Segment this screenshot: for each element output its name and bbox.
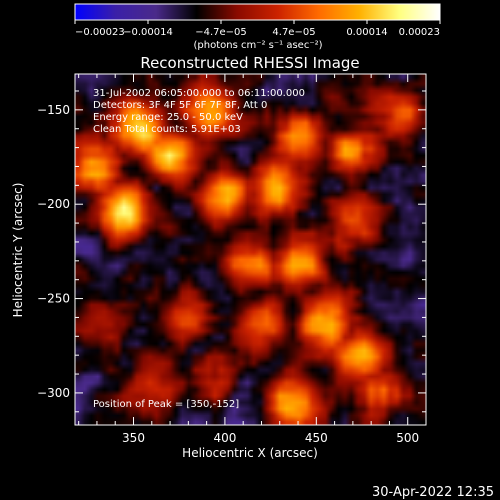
- y-tick-label: −250: [37, 292, 70, 306]
- chart-title: Reconstructed RHESSI Image: [140, 54, 359, 72]
- annotation-time-range: 31-Jul-2002 06:05:00.000 to 06:11:00.000: [93, 88, 305, 99]
- y-tick-label: −150: [37, 103, 70, 117]
- colorbar-tick-label: −0.00023: [75, 27, 125, 38]
- colorbar-tick-label: −4.7e−05: [195, 27, 247, 38]
- image-plot: 350 400 450 500 −150 −200 −250 −300: [37, 73, 427, 445]
- x-axis-label: Heliocentric X (arcsec): [182, 446, 318, 460]
- annotation-detectors: Detectors: 3F 4F 5F 6F 7F 8F, Att 0: [93, 100, 267, 111]
- colorbar-unit-label: (photons cm⁻² s⁻¹ asec⁻²): [193, 40, 322, 51]
- colorbar-tick-label: 0.00014: [346, 27, 387, 38]
- heatmap-image: [75, 74, 426, 425]
- plot-frame: [74, 73, 427, 426]
- timestamp: 30-Apr-2022 12:35: [372, 485, 494, 500]
- annotation-energy-range: Energy range: 25.0 - 50.0 keV: [93, 112, 243, 123]
- annotation-total-counts: Clean Total counts: 5.91E+03: [93, 124, 241, 135]
- colorbar-gradient: [74, 3, 441, 21]
- x-tick-label: 500: [396, 431, 419, 445]
- observation-annotations: 31-Jul-2002 06:05:00.000 to 06:11:00.000…: [93, 88, 305, 410]
- peak-position-label: Position of Peak = [350,-152]: [93, 399, 239, 410]
- colorbar: −0.00023−0.00014 −4.7e−05 4.7e−05 0.00014 0.…: [74, 3, 441, 51]
- x-tick-label: 450: [305, 431, 328, 445]
- y-axis-label: Heliocentric Y (arcsec): [11, 183, 25, 318]
- x-tick-label: 400: [213, 431, 236, 445]
- colorbar-ticks: −0.00023−0.00014 −4.7e−05 4.7e−05 0.00014 0.…: [74, 20, 441, 38]
- colorbar-tick-label: 0.00023: [399, 27, 440, 38]
- heatmap-raster: [75, 74, 426, 425]
- axis-ticks: 350 400 450 500 −150 −200 −250 −300: [37, 74, 427, 445]
- colorbar-tick-label: 4.7e−05: [272, 27, 315, 38]
- colorbar-tick-label: −0.00014: [123, 27, 173, 38]
- y-tick-label: −300: [37, 386, 70, 400]
- y-tick-label: −200: [37, 197, 70, 211]
- x-tick-label: 350: [122, 431, 145, 445]
